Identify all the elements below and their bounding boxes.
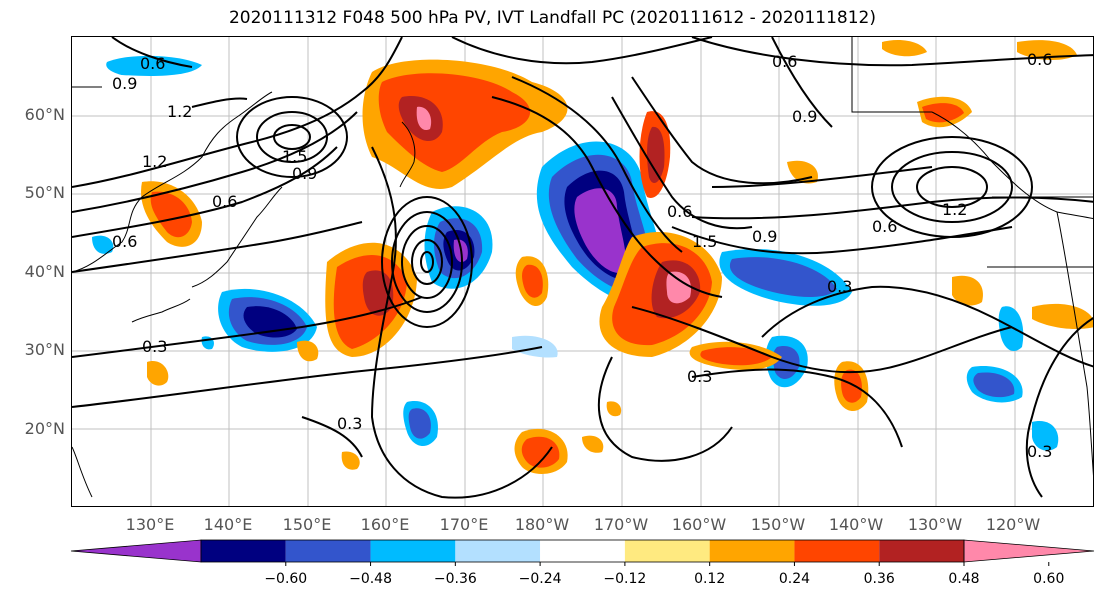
lat-label-40n: 40°N bbox=[24, 262, 65, 281]
contour-label: 0.6 bbox=[872, 217, 897, 236]
lat-label-50n: 50°N bbox=[24, 183, 65, 202]
lon-label: 150°E bbox=[282, 515, 332, 534]
contour-label: 1.5 bbox=[692, 232, 717, 251]
colorbar-segment bbox=[370, 540, 456, 562]
colorbar-tick-label: −0.48 bbox=[349, 571, 392, 587]
colorbar-tick-label: 0.24 bbox=[778, 571, 811, 587]
colorbar-segment bbox=[879, 540, 964, 562]
colorbar-extend-max bbox=[963, 539, 1095, 563]
lon-label: 140°E bbox=[203, 515, 253, 534]
contour-label: 1.2 bbox=[142, 152, 167, 171]
colorbar-tick-label: −0.12 bbox=[603, 571, 647, 587]
colorbar-segment bbox=[794, 540, 880, 562]
lon-label: 170°E bbox=[439, 515, 489, 534]
lat-label-60n: 60°N bbox=[24, 105, 65, 124]
lon-label: 160°W bbox=[671, 515, 727, 534]
contour-label: 1.5 bbox=[282, 147, 307, 166]
lon-label: 120°W bbox=[985, 515, 1041, 534]
lon-label: 170°W bbox=[593, 515, 649, 534]
lat-label-30n: 30°N bbox=[24, 340, 65, 359]
contour-label: 0.6 bbox=[1027, 50, 1052, 69]
colorbar-tick-label: −0.24 bbox=[518, 571, 562, 587]
colorbar-tick-label: −0.36 bbox=[433, 571, 477, 587]
colorbar-segment bbox=[624, 540, 710, 562]
map-plot: 0.6 0.9 1.2 1.2 1.5 0.9 0.6 0.6 0.6 0.9 … bbox=[72, 37, 1093, 506]
colorbar-outline bbox=[200, 539, 965, 563]
lon-label: 130°E bbox=[125, 515, 175, 534]
contour-label: 0.6 bbox=[112, 232, 137, 251]
contour-label: 0.9 bbox=[792, 107, 817, 126]
contour-label: 0.3 bbox=[827, 277, 852, 296]
lon-label: 130°W bbox=[907, 515, 963, 534]
contour-label: 0.6 bbox=[140, 54, 165, 73]
lon-label: 180°W bbox=[514, 515, 570, 534]
colorbar-segment bbox=[201, 540, 286, 562]
contour-label: 0.3 bbox=[337, 414, 362, 433]
colorbar-tick-label: 0.12 bbox=[694, 571, 726, 587]
contour-label: 0.6 bbox=[772, 52, 797, 71]
colorbar-tick-label: 0.36 bbox=[863, 571, 895, 587]
lat-label-20n: 20°N bbox=[24, 419, 65, 438]
contour-label: 0.3 bbox=[142, 337, 167, 356]
contour-label: 0.3 bbox=[1027, 442, 1052, 461]
map-panel: 0.6 0.9 1.2 1.2 1.5 0.9 0.6 0.6 0.6 0.9 … bbox=[71, 36, 1094, 507]
colorbar-segment bbox=[540, 540, 625, 562]
contour-label: 1.2 bbox=[942, 200, 967, 219]
contour-label: 0.3 bbox=[687, 367, 712, 386]
lon-label: 140°W bbox=[828, 515, 884, 534]
contour-label: 1.2 bbox=[167, 102, 192, 121]
map-title: 2020111312 F048 500 hPa PV, IVT Landfall… bbox=[228, 8, 876, 28]
colorbar-segment bbox=[709, 540, 795, 562]
lon-label: 160°E bbox=[360, 515, 410, 534]
contour-label: 0.9 bbox=[112, 74, 137, 93]
contour-lines bbox=[72, 37, 1093, 499]
colorbar-tick-label: 0.60 bbox=[1033, 571, 1065, 587]
lon-label: 150°W bbox=[750, 515, 806, 534]
colorbar-tick-label: −0.60 bbox=[264, 571, 308, 587]
contour-label-group: 0.6 0.9 1.2 1.2 1.5 0.9 0.6 0.6 0.6 0.9 … bbox=[112, 50, 1052, 461]
colorbar-extend-min bbox=[70, 539, 202, 563]
colorbar-tick-label: 0.48 bbox=[948, 571, 980, 587]
contour-label: 0.9 bbox=[292, 164, 317, 183]
contour-label: 0.6 bbox=[667, 202, 692, 221]
colorbar-segment bbox=[455, 540, 541, 562]
colorbar-segments bbox=[70, 539, 1095, 566]
coastlines bbox=[72, 37, 1093, 498]
contour-label: 0.6 bbox=[212, 192, 237, 211]
pv-anomaly-fills bbox=[92, 40, 1093, 474]
colorbar-segment bbox=[285, 540, 371, 562]
contour-label: 0.9 bbox=[752, 227, 777, 246]
